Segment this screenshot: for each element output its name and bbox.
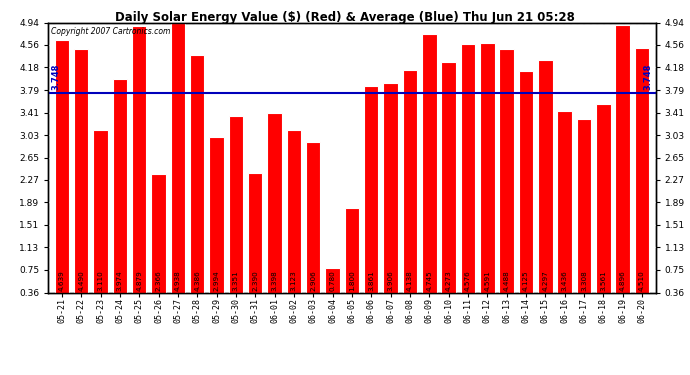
Text: 3.110: 3.110 — [97, 271, 104, 291]
Text: 3.308: 3.308 — [581, 271, 587, 291]
Text: Daily Solar Energy Value ($) (Red) & Average (Blue) Thu Jun 21 05:28: Daily Solar Energy Value ($) (Red) & Ave… — [115, 11, 575, 24]
Bar — [151, 174, 166, 314]
Bar — [55, 40, 69, 314]
Text: 4.896: 4.896 — [620, 271, 626, 291]
Bar — [577, 119, 591, 314]
Text: 3.398: 3.398 — [272, 271, 277, 291]
Text: 4.591: 4.591 — [484, 271, 491, 291]
Text: 4.938: 4.938 — [175, 271, 181, 291]
Bar — [132, 26, 146, 314]
Text: 4.576: 4.576 — [465, 271, 471, 291]
Text: 2.994: 2.994 — [213, 271, 219, 291]
Text: 3.861: 3.861 — [368, 271, 374, 291]
Text: 4.488: 4.488 — [504, 271, 510, 291]
Bar — [286, 130, 301, 314]
Bar — [74, 49, 88, 314]
Text: 3.748: 3.748 — [51, 63, 60, 90]
Text: 3.974: 3.974 — [117, 271, 123, 291]
Text: 4.386: 4.386 — [194, 271, 200, 291]
Bar — [635, 48, 649, 314]
Text: Copyright 2007 Cartronics.com: Copyright 2007 Cartronics.com — [51, 27, 170, 36]
Bar — [538, 60, 553, 314]
Text: 4.138: 4.138 — [407, 271, 413, 291]
Bar — [558, 111, 572, 314]
Bar — [615, 25, 630, 314]
Bar — [209, 137, 224, 314]
Text: 4.125: 4.125 — [523, 271, 529, 291]
Bar — [500, 49, 514, 314]
Text: 4.297: 4.297 — [542, 271, 549, 291]
Bar — [442, 62, 456, 314]
Text: 3.123: 3.123 — [291, 271, 297, 291]
Bar — [228, 116, 243, 314]
Bar — [384, 84, 398, 314]
Text: 3.351: 3.351 — [233, 271, 239, 291]
Bar — [403, 70, 417, 314]
Bar — [519, 70, 533, 314]
Bar — [461, 44, 475, 314]
Text: 3.906: 3.906 — [388, 271, 393, 291]
Text: 4.639: 4.639 — [59, 271, 65, 291]
Bar — [364, 86, 379, 314]
Bar — [422, 34, 437, 314]
Bar — [596, 104, 611, 314]
Text: 0.780: 0.780 — [330, 271, 335, 291]
Bar — [267, 113, 282, 314]
Text: 4.490: 4.490 — [78, 271, 84, 291]
Text: 2.366: 2.366 — [155, 271, 161, 291]
Text: 2.390: 2.390 — [253, 271, 258, 291]
Text: 3.436: 3.436 — [562, 271, 568, 291]
Bar — [190, 55, 204, 314]
Text: 4.273: 4.273 — [446, 271, 451, 291]
Bar — [170, 22, 185, 314]
Text: 3.748: 3.748 — [644, 63, 653, 90]
Bar — [112, 80, 127, 314]
Bar — [344, 208, 359, 314]
Text: 4.879: 4.879 — [136, 271, 142, 291]
Text: 3.561: 3.561 — [600, 271, 607, 291]
Text: 4.745: 4.745 — [426, 271, 432, 291]
Text: 2.906: 2.906 — [310, 271, 316, 291]
Bar — [480, 43, 495, 314]
Bar — [248, 173, 262, 314]
Text: 1.800: 1.800 — [349, 271, 355, 291]
Bar — [325, 268, 339, 314]
Bar — [306, 142, 320, 314]
Bar — [93, 130, 108, 314]
Text: 4.510: 4.510 — [639, 271, 645, 291]
